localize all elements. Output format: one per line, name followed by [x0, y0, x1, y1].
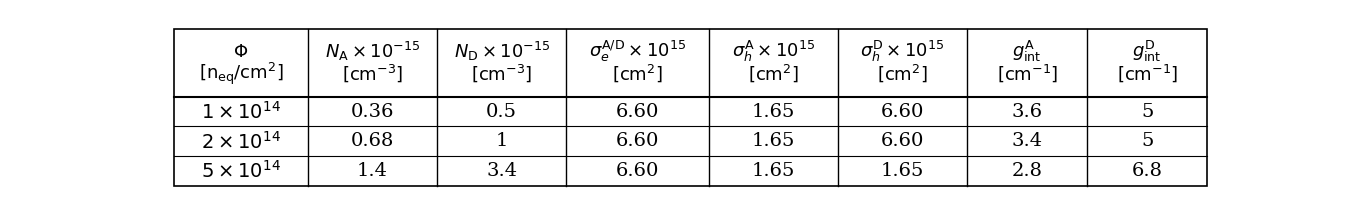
Text: 5: 5 — [1141, 102, 1153, 121]
Text: 1.4: 1.4 — [357, 162, 388, 180]
Text: $1 \times 10^{14}$: $1 \times 10^{14}$ — [201, 101, 280, 122]
Text: $\Phi$: $\Phi$ — [233, 43, 248, 61]
Text: $2 \times 10^{14}$: $2 \times 10^{14}$ — [201, 131, 280, 152]
Text: $[\mathrm{cm^{-1}}]$: $[\mathrm{cm^{-1}}]$ — [997, 63, 1057, 84]
Text: 0.5: 0.5 — [486, 102, 517, 121]
Text: $[\mathrm{cm^{2}}]$: $[\mathrm{cm^{2}}]$ — [613, 63, 663, 84]
Text: $N_\mathrm{D} \times 10^{-15}$: $N_\mathrm{D} \times 10^{-15}$ — [454, 40, 550, 63]
Text: 3.4: 3.4 — [486, 162, 517, 180]
Text: $[\mathrm{n_{eq}/cm^2}]$: $[\mathrm{n_{eq}/cm^2}]$ — [198, 60, 283, 87]
Text: $g_\mathrm{int}^{\mathrm{A}}$: $g_\mathrm{int}^{\mathrm{A}}$ — [1013, 39, 1043, 65]
Text: 6.60: 6.60 — [616, 102, 659, 121]
Text: 6.60: 6.60 — [881, 102, 924, 121]
Text: 1.65: 1.65 — [881, 162, 924, 180]
Text: $[\mathrm{cm^{2}}]$: $[\mathrm{cm^{2}}]$ — [748, 63, 799, 84]
Text: $\sigma_h^{\mathrm{D}} \times 10^{15}$: $\sigma_h^{\mathrm{D}} \times 10^{15}$ — [861, 39, 946, 65]
Text: 1.65: 1.65 — [752, 162, 795, 180]
Text: $5 \times 10^{14}$: $5 \times 10^{14}$ — [201, 160, 280, 182]
Text: 3.4: 3.4 — [1012, 132, 1043, 150]
Text: $[\mathrm{cm^{2}}]$: $[\mathrm{cm^{2}}]$ — [877, 63, 928, 84]
Text: $[\mathrm{cm^{-1}}]$: $[\mathrm{cm^{-1}}]$ — [1117, 63, 1177, 84]
Text: 1.65: 1.65 — [752, 102, 795, 121]
Text: $[\mathrm{cm^{-3}}]$: $[\mathrm{cm^{-3}}]$ — [471, 63, 532, 84]
Text: 6.60: 6.60 — [881, 132, 924, 150]
Text: 5: 5 — [1141, 132, 1153, 150]
Text: 6.60: 6.60 — [616, 132, 659, 150]
Text: 0.68: 0.68 — [350, 132, 395, 150]
Text: 1: 1 — [496, 132, 508, 150]
Text: $\sigma_e^{\mathrm{A/D}} \times 10^{15}$: $\sigma_e^{\mathrm{A/D}} \times 10^{15}$ — [589, 39, 687, 64]
Text: $N_\mathrm{A} \times 10^{-15}$: $N_\mathrm{A} \times 10^{-15}$ — [325, 40, 420, 63]
Text: 6.8: 6.8 — [1131, 162, 1162, 180]
Text: 6.60: 6.60 — [616, 162, 659, 180]
Text: $g_\mathrm{int}^{\mathrm{D}}$: $g_\mathrm{int}^{\mathrm{D}}$ — [1133, 39, 1162, 65]
Text: $[\mathrm{cm^{-3}}]$: $[\mathrm{cm^{-3}}]$ — [342, 63, 403, 84]
Text: 3.6: 3.6 — [1012, 102, 1043, 121]
Text: 2.8: 2.8 — [1012, 162, 1043, 180]
Text: 1.65: 1.65 — [752, 132, 795, 150]
Text: $\sigma_h^{\mathrm{A}} \times 10^{15}$: $\sigma_h^{\mathrm{A}} \times 10^{15}$ — [731, 39, 815, 65]
Text: 0.36: 0.36 — [350, 102, 395, 121]
